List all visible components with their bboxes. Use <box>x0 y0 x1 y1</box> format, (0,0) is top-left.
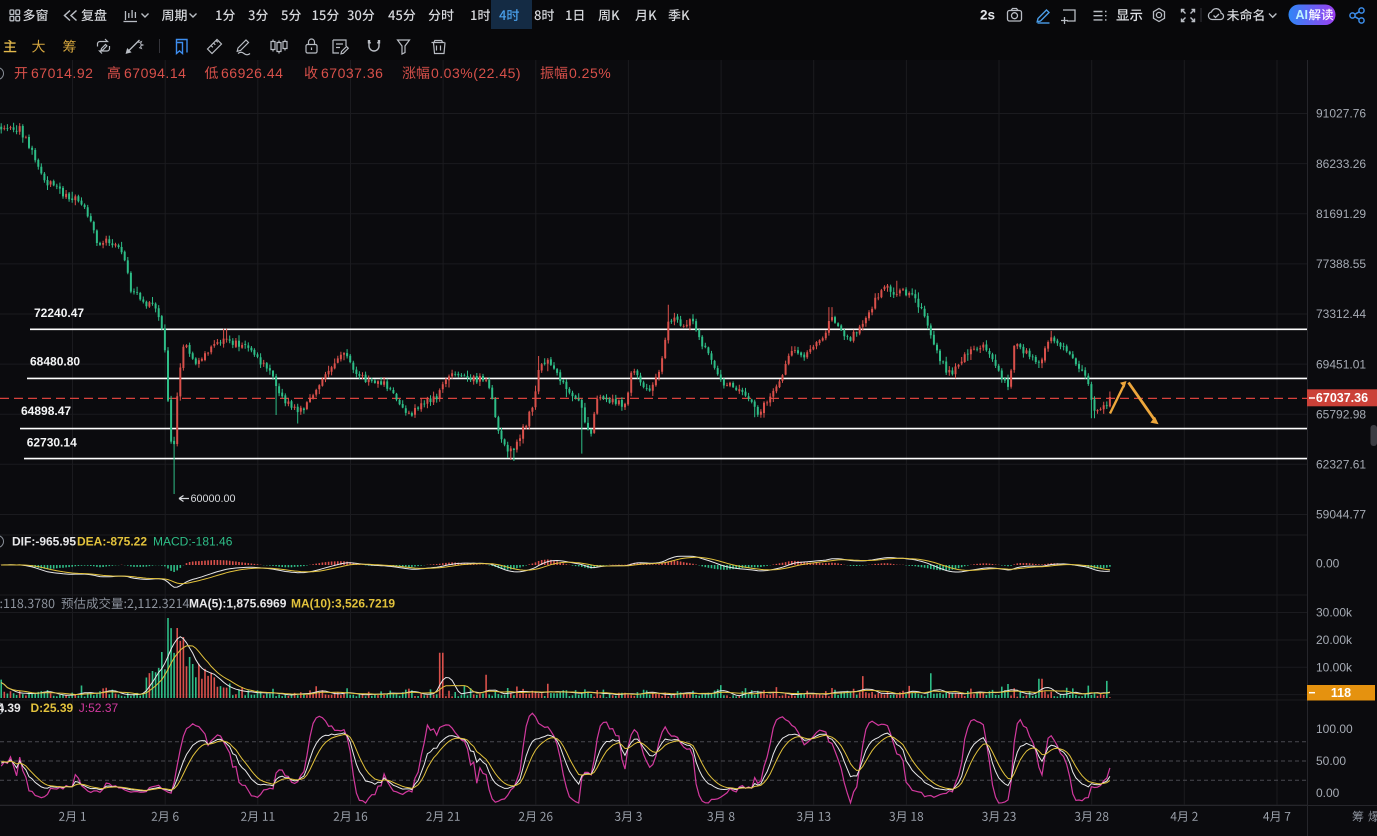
svg-text:62730.14: 62730.14 <box>27 436 77 450</box>
svg-text:60000.00: 60000.00 <box>191 493 236 505</box>
svg-text:2s: 2s <box>980 8 995 23</box>
svg-text:MA(10):3,526.7219: MA(10):3,526.7219 <box>291 597 395 611</box>
svg-text:67037.36: 67037.36 <box>1316 391 1368 405</box>
svg-text:68480.80: 68480.80 <box>30 355 80 369</box>
svg-text:118: 118 <box>1331 686 1351 700</box>
svg-text:MA(5):1,875.6969: MA(5):1,875.6969 <box>189 597 287 611</box>
svg-text:J:52.37: J:52.37 <box>79 701 119 715</box>
svg-text:MACD:-181.46: MACD:-181.46 <box>153 535 233 549</box>
svg-text:67014.92: 67014.92 <box>31 65 93 81</box>
svg-text:D:25.39: D:25.39 <box>31 701 74 715</box>
svg-text:69451.01: 69451.01 <box>1316 357 1366 371</box>
svg-text:50.00: 50.00 <box>1316 754 1346 768</box>
svg-text:0.03%(22.45): 0.03%(22.45) <box>431 65 521 81</box>
svg-text:67037.36: 67037.36 <box>321 65 383 81</box>
svg-text:86233.26: 86233.26 <box>1316 157 1366 171</box>
svg-text:91027.76: 91027.76 <box>1316 107 1366 121</box>
svg-text:K:24.39: K:24.39 <box>0 701 21 715</box>
svg-text:65792.98: 65792.98 <box>1316 407 1366 421</box>
svg-text:81691.29: 81691.29 <box>1316 207 1366 221</box>
svg-text:0.00: 0.00 <box>1316 557 1340 571</box>
svg-text:DIF:-965.95: DIF:-965.95 <box>12 535 76 549</box>
svg-text:100.00: 100.00 <box>1316 722 1353 736</box>
svg-text:DEA:-875.22: DEA:-875.22 <box>77 535 147 549</box>
svg-text:66926.44: 66926.44 <box>221 65 283 81</box>
svg-text:67094.14: 67094.14 <box>124 65 186 81</box>
svg-text:10.00k: 10.00k <box>1316 660 1353 674</box>
svg-text:0.00: 0.00 <box>1316 786 1340 800</box>
svg-text:72240.47: 72240.47 <box>34 306 84 320</box>
svg-text:64898.47: 64898.47 <box>21 404 71 418</box>
svg-text:73312.44: 73312.44 <box>1316 307 1366 321</box>
svg-text:AI: AI <box>1296 8 1309 22</box>
svg-text:30.00k: 30.00k <box>1316 606 1353 620</box>
svg-text:20.00k: 20.00k <box>1316 633 1353 647</box>
svg-text:59044.77: 59044.77 <box>1316 508 1366 522</box>
svg-text:0.25%: 0.25% <box>569 65 611 81</box>
svg-text:77388.55: 77388.55 <box>1316 257 1366 271</box>
svg-text:62327.61: 62327.61 <box>1316 458 1366 472</box>
